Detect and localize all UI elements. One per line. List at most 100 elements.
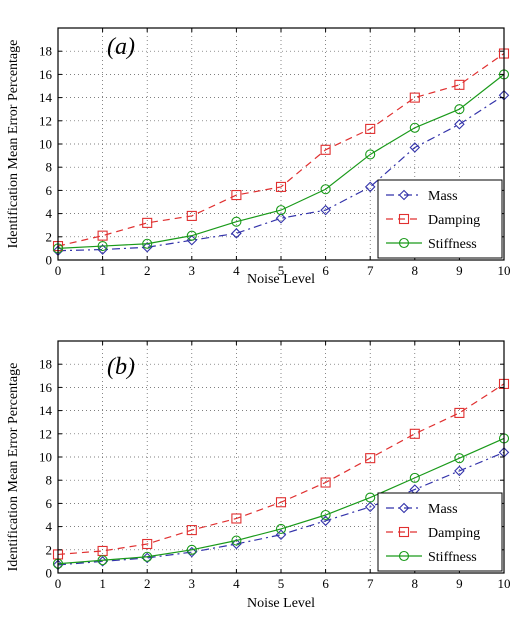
x-tick-label: 3 [189, 263, 196, 278]
data-point-damping [409, 428, 420, 439]
data-point-stiffness [97, 555, 108, 566]
data-point-stiffness [454, 453, 465, 464]
data-point-damping [231, 513, 242, 524]
y-tick-label: 0 [46, 566, 53, 581]
data-point-damping [275, 181, 287, 192]
data-point-stiffness [186, 230, 197, 241]
y-tick-label: 18 [39, 357, 52, 372]
data-point-damping [142, 538, 153, 550]
legend-label-damping: Damping [428, 213, 480, 228]
data-point-stiffness [409, 472, 420, 483]
data-point-damping [97, 230, 108, 241]
x-tick-label: 6 [322, 576, 329, 591]
legend-label-stiffness: Stiffness [428, 237, 477, 252]
panel-label: (a) [107, 34, 135, 60]
data-point-stiffness [365, 149, 376, 160]
data-point-stiffness [320, 509, 331, 521]
data-point-damping [186, 525, 197, 536]
legend-marker-stiffness [398, 237, 410, 249]
series-line-stiffness [57, 73, 505, 249]
data-point-damping [365, 453, 376, 464]
data-point-stiffness [320, 184, 331, 195]
series-line-mass [57, 94, 505, 252]
data-point-stiffness [231, 535, 242, 546]
y-tick-label: 4 [46, 519, 53, 534]
grid [58, 341, 504, 573]
legend-marker-mass [398, 189, 410, 201]
y-tick-label: 6 [46, 183, 53, 198]
x-tick-label: 4 [233, 263, 240, 278]
x-tick-label: 5 [278, 576, 285, 591]
data-point-stiffness [275, 523, 287, 534]
y-tick-label: 10 [39, 450, 52, 465]
data-point-mass [320, 204, 331, 216]
data-point-mass [320, 515, 331, 527]
data-point-mass [97, 244, 108, 255]
data-point-mass [231, 228, 242, 239]
data-point-damping [186, 210, 197, 221]
y-tick-label: 6 [46, 496, 53, 511]
data-point-stiffness [231, 216, 242, 227]
x-tick-label: 4 [233, 576, 240, 591]
y-tick-label: 16 [39, 380, 53, 395]
x-axis-label: Noise Level [247, 272, 315, 287]
data-point-mass [364, 181, 376, 193]
data-point-stiffness [142, 238, 153, 249]
series-line-damping [57, 53, 505, 247]
x-tick-label: 7 [367, 576, 374, 591]
y-tick-label: 0 [46, 253, 53, 268]
data-point-stiffness [454, 104, 465, 115]
data-point-stiffness [186, 544, 197, 555]
data-point-damping [409, 92, 420, 103]
series-line-damping [57, 383, 505, 556]
data-point-mass [275, 529, 287, 540]
data-point-mass [275, 212, 287, 224]
data-point-damping [275, 497, 287, 508]
y-axis-label: Identification Mean Error Percentage [6, 363, 21, 572]
legend-label-damping: Damping [428, 526, 480, 541]
data-point-stiffness [365, 492, 376, 503]
y-tick-label: 8 [46, 160, 53, 175]
data-point-mass [141, 241, 153, 253]
y-tick-label: 16 [39, 67, 53, 82]
legend-marker-damping [398, 526, 410, 538]
data-point-damping [365, 123, 376, 134]
data-point-damping [231, 189, 242, 201]
data-point-damping [454, 79, 465, 90]
y-tick-label: 14 [39, 403, 53, 418]
x-tick-label: 0 [55, 576, 62, 591]
x-tick-label: 3 [189, 576, 196, 591]
x-tick-label: 0 [55, 263, 62, 278]
data-point-damping [320, 144, 331, 155]
y-tick-label: 8 [46, 473, 53, 488]
data-point-stiffness [275, 205, 287, 216]
x-tick-label: 8 [412, 263, 419, 278]
y-tick-label: 12 [39, 426, 52, 441]
legend-marker-damping [398, 213, 410, 225]
data-point-damping [454, 407, 465, 418]
x-tick-label: 7 [367, 263, 374, 278]
legend-marker-mass [398, 502, 410, 514]
x-tick-label: 9 [456, 576, 463, 591]
x-tick-label: 1 [99, 263, 106, 278]
y-axis-label: Identification Mean Error Percentage [6, 40, 21, 249]
x-tick-label: 5 [278, 263, 285, 278]
grid [58, 28, 504, 260]
data-point-stiffness [409, 122, 420, 133]
x-tick-label: 2 [144, 576, 151, 591]
data-point-damping [142, 217, 153, 228]
legend-label-stiffness: Stiffness [428, 550, 477, 565]
x-tick-label: 8 [412, 576, 419, 591]
y-tick-label: 2 [46, 542, 53, 557]
y-tick-label: 18 [39, 44, 52, 59]
x-tick-label: 10 [498, 263, 511, 278]
legend: Mass Damping Stiffness [377, 492, 503, 572]
series-line-stiffness [57, 437, 505, 565]
data-point-stiffness [97, 241, 108, 252]
x-tick-label: 1 [99, 576, 106, 591]
y-tick-label: 4 [46, 206, 53, 221]
x-tick-label: 2 [144, 263, 151, 278]
